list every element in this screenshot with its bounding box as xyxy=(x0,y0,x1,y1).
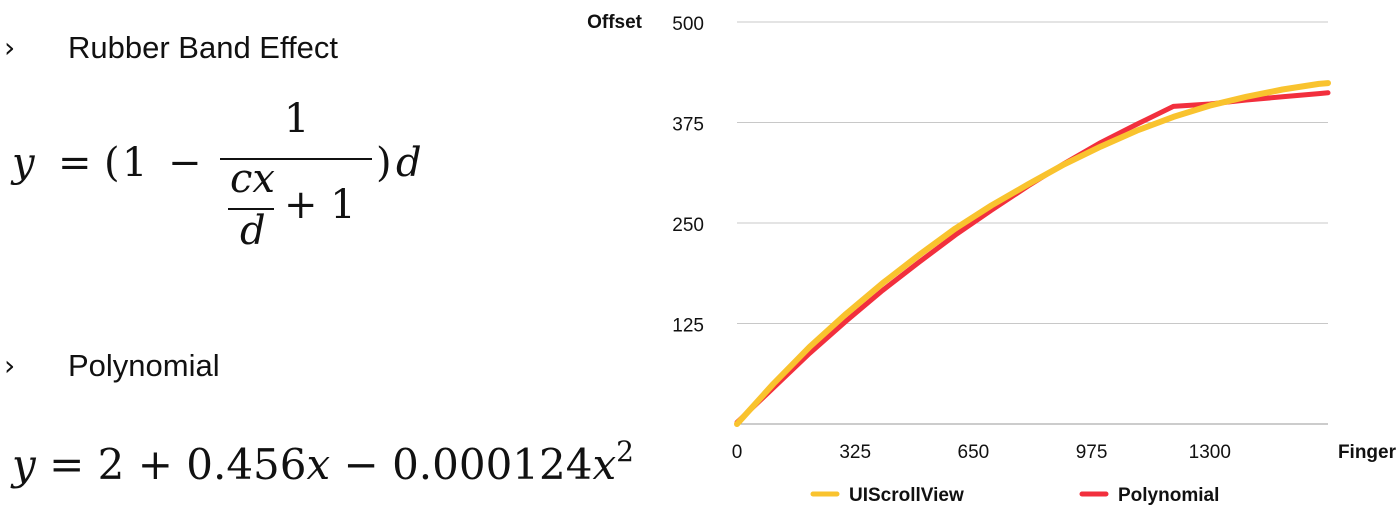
formula-plus-one: + 1 xyxy=(284,182,356,228)
y-axis-title: Offset xyxy=(587,12,643,33)
series-line-uiscrollview xyxy=(734,80,1331,427)
legend-label: Polynomial xyxy=(1118,485,1219,506)
formula-cx: cx xyxy=(230,156,275,202)
legend-label: UIScrollView xyxy=(849,485,964,506)
x-tick-label: 325 xyxy=(839,442,871,463)
formula-var-x: x xyxy=(306,440,331,489)
x-tick-label: 650 xyxy=(958,442,990,463)
formula-numerator: 1 xyxy=(284,96,310,142)
formula-coeffs: = 2 + 0.456 xyxy=(35,440,307,489)
legend: UIScrollView Polynomial xyxy=(810,485,1219,506)
rubber-band-formula: y = ( 1 − 1 cx d + 1 ) d xyxy=(8,96,428,266)
fraction-bar-inner xyxy=(228,208,274,210)
formula-var-d: d xyxy=(396,140,422,186)
y-tick-label: 500 xyxy=(672,14,704,35)
formula-exponent: 2 xyxy=(616,435,634,468)
line-chart: 125 250 375 500 0 325 650 975 1300 Offset Finger U… xyxy=(587,12,1397,506)
chevron-right-icon: › xyxy=(4,349,16,382)
formula-var-x: x xyxy=(592,440,617,489)
bullet-rubber-band: › Rubber Band Effect xyxy=(0,28,420,68)
x-axis-title: Finger xyxy=(1338,442,1397,463)
formula-quadratic-coeff: − 0.000124 xyxy=(330,440,593,489)
y-tick-label: 125 xyxy=(672,316,704,337)
fraction-bar-outer xyxy=(220,158,372,160)
y-tick-label: 250 xyxy=(672,215,704,236)
bullet-polynomial: › Polynomial xyxy=(0,346,420,386)
axis-layer: 125 250 375 500 0 325 650 975 1300 Offset Finger xyxy=(587,12,1397,463)
x-tick-label: 0 xyxy=(732,442,743,463)
formula-equals: = xyxy=(58,140,92,186)
formula-rparen: ) xyxy=(376,140,392,186)
bullet-label: Polynomial xyxy=(68,348,220,383)
formula-one: 1 xyxy=(122,140,148,186)
formula-minus: − xyxy=(168,140,202,186)
series-layer xyxy=(734,80,1331,427)
formula-var-y: y xyxy=(12,440,36,489)
x-tick-label: 975 xyxy=(1076,442,1108,463)
y-tick-label: 375 xyxy=(672,115,704,136)
formula-var-y: y xyxy=(12,140,35,186)
bullet-label: Rubber Band Effect xyxy=(68,30,338,65)
chevron-right-icon: › xyxy=(4,31,16,64)
formula-d-denominator: d xyxy=(240,208,266,254)
x-tick-label: 1300 xyxy=(1189,442,1231,463)
formula-lparen: ( xyxy=(104,140,120,186)
series-line-polynomial xyxy=(734,90,1331,425)
polynomial-formula: y = 2 + 0.456x − 0.000124x2 xyxy=(12,424,634,493)
grid-layer xyxy=(737,21,1328,425)
